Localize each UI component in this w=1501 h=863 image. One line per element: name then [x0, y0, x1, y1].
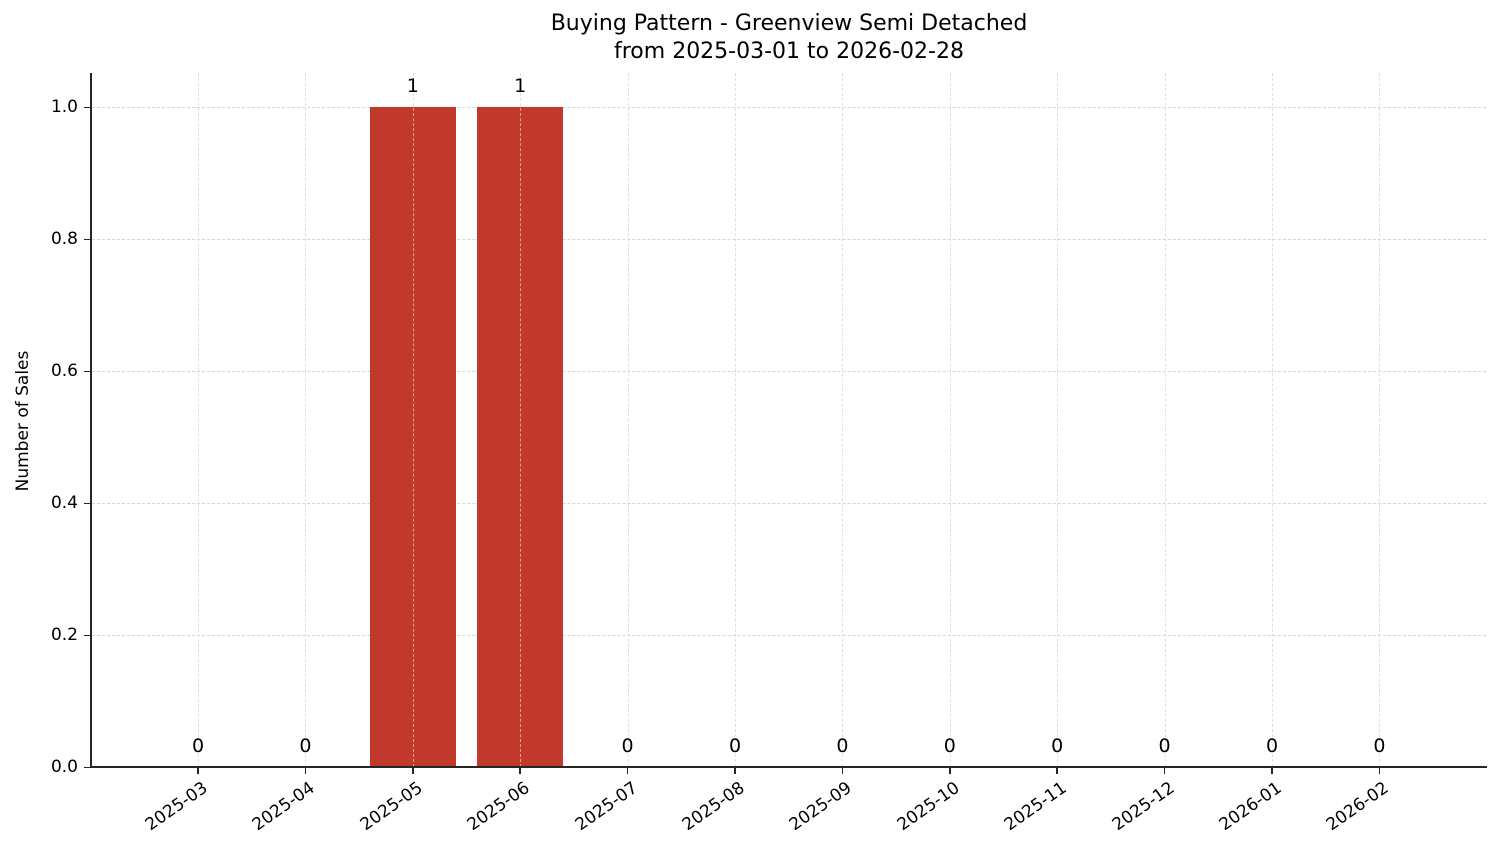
x-tick-mark [841, 768, 844, 774]
x-tick-label: 2025-06 [464, 778, 534, 836]
y-tick-mark [84, 106, 90, 108]
y-tick-label: 0.2 [50, 625, 78, 645]
x-tick-label: 2025-08 [678, 778, 749, 836]
y-gridline [92, 239, 1486, 240]
y-gridline [92, 107, 1486, 108]
x-tick-label: 2025-03 [141, 778, 212, 836]
x-tick-mark [197, 768, 199, 774]
x-tick-label: 2025-05 [356, 778, 427, 836]
x-tick-mark [1163, 768, 1166, 774]
x-tick-mark [734, 768, 736, 774]
x-tick-mark [1378, 768, 1381, 774]
x-tick-label: 2025-11 [1001, 778, 1071, 836]
bar-value-label: 0 [943, 735, 956, 757]
x-gridline-overlay [949, 73, 951, 767]
bar-value-label: 0 [299, 735, 312, 757]
x-gridline-overlay [305, 73, 307, 767]
bar-value-label: 0 [621, 735, 634, 757]
x-axis-line [90, 766, 1487, 768]
y-tick-label: 0.4 [50, 493, 78, 513]
x-tick-label: 2025-04 [249, 778, 319, 836]
bar-value-label: 0 [1051, 735, 1064, 757]
y-tick-label: 0.6 [50, 361, 78, 381]
x-tick-mark [949, 768, 951, 774]
x-tick-label: 2025-09 [786, 778, 856, 836]
y-tick-mark [84, 766, 90, 768]
y-tick-mark [84, 502, 90, 504]
x-tick-mark [412, 768, 414, 774]
x-tick-mark [1271, 768, 1273, 774]
y-tick-label: 0.8 [50, 229, 78, 249]
y-tick-mark [84, 238, 90, 240]
x-gridline-overlay [198, 73, 199, 767]
bar-value-label: 0 [836, 735, 849, 757]
x-gridline-overlay [1057, 73, 1059, 767]
y-tick-label: 1.0 [50, 97, 78, 117]
x-tick-mark [1056, 768, 1058, 774]
bar-value-label: 0 [191, 735, 205, 757]
x-tick-label: 2026-02 [1323, 778, 1393, 836]
y-tick-mark [84, 634, 90, 636]
x-gridline-overlay [412, 73, 414, 767]
chart-title: Buying Pattern - Greenview Semi Detached… [0, 10, 1501, 66]
y-tick-mark [84, 370, 90, 372]
x-gridline-overlay [735, 73, 736, 767]
y-gridline [92, 503, 1486, 504]
chart-title-line1: Buying Pattern - Greenview Semi Detached [550, 11, 1028, 36]
y-axis-title: Number of Sales [13, 350, 33, 492]
chart-subtitle: from 2025-03-01 to 2026-02-28 [614, 39, 964, 64]
x-tick-label: 2025-10 [893, 778, 964, 836]
x-gridline-overlay [520, 73, 522, 767]
x-gridline-overlay [627, 73, 629, 767]
bar-value-label: 0 [728, 735, 742, 757]
x-tick-mark [519, 768, 521, 774]
x-tick-label: 2025-07 [571, 778, 642, 836]
x-tick-mark [626, 768, 629, 774]
bar-value-label: 1 [406, 75, 419, 97]
x-tick-label: 2025-12 [1108, 778, 1179, 836]
y-gridline [92, 371, 1486, 372]
y-tick-label: 0.0 [50, 757, 78, 777]
x-gridline-overlay [842, 73, 844, 767]
bar-value-label: 0 [1373, 735, 1386, 757]
x-gridline-overlay [1164, 73, 1166, 767]
bar-value-label: 0 [1265, 735, 1279, 757]
bar-value-label: 1 [514, 75, 527, 97]
x-tick-label: 2026-01 [1215, 778, 1286, 836]
y-axis-line [90, 73, 92, 768]
x-tick-mark [304, 768, 307, 774]
x-gridline-overlay [1272, 73, 1273, 767]
x-gridline-overlay [1379, 73, 1381, 767]
y-gridline [92, 635, 1486, 636]
bar-value-label: 0 [1158, 735, 1171, 757]
